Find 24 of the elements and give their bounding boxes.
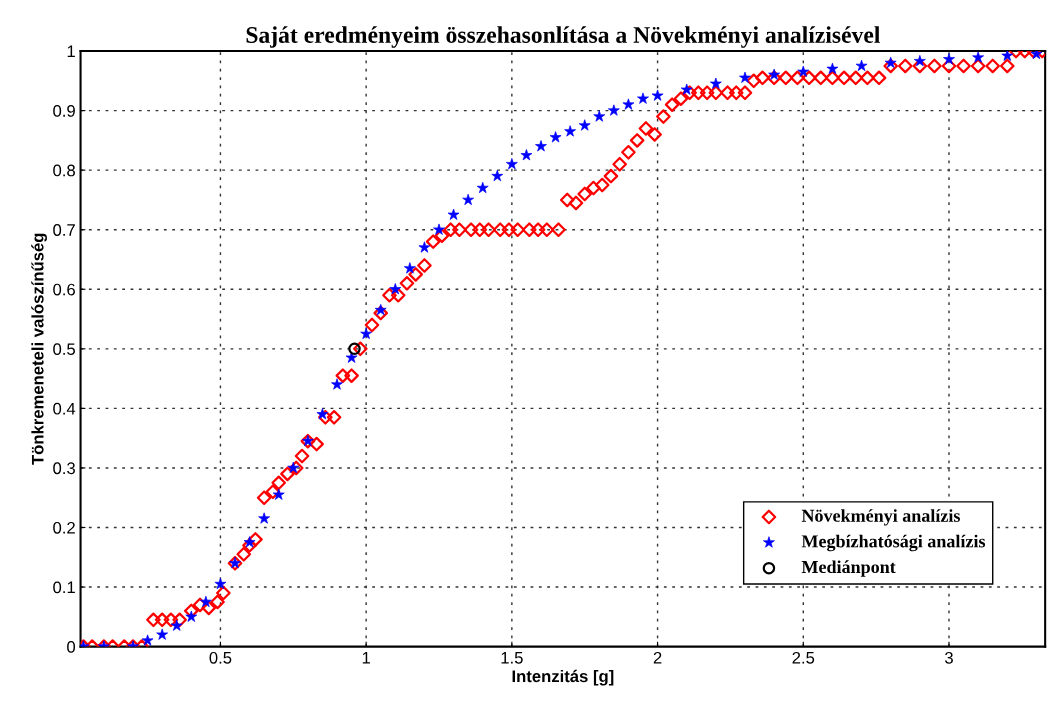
y-tick-label: 0.7	[53, 224, 75, 236]
y-tick-label: 0.3	[53, 462, 75, 475]
legend-label: Növekményi analízis	[801, 509, 960, 526]
x-tick-label: 1	[362, 652, 370, 664]
chart-title: Saját eredményeim összehasonlítása a Növekményi analízisével	[246, 26, 880, 48]
y-tick-label: 0.5	[53, 343, 75, 356]
y-tick-label: 0.9	[53, 105, 75, 117]
x-tick-label: 2.5	[792, 651, 815, 664]
x-tick-label: 1.5	[501, 652, 523, 664]
y-tick-label: 0.4	[53, 402, 76, 415]
y-tick-label: 0.2	[53, 521, 75, 534]
x-tick-label: 2	[653, 651, 662, 664]
y-tick-label: 0.1	[53, 581, 75, 594]
y-tick-label: 0.6	[53, 283, 75, 296]
y-tick-label: 1	[67, 45, 75, 58]
x-tick-label: 0.5	[209, 651, 232, 664]
legend-label: Mediánpont	[801, 560, 896, 577]
x-tick-label: 3	[944, 651, 953, 664]
y-tick-label: 0	[67, 641, 76, 653]
legend-label: Megbízhatósági analízis	[801, 534, 986, 552]
y-tick-label: 0.8	[53, 164, 75, 177]
point	[348, 342, 361, 356]
y-axis-title: Tönkremeneteli valószínűség	[31, 233, 47, 465]
x-axis-title: Intenzitás [g]	[512, 669, 614, 686]
